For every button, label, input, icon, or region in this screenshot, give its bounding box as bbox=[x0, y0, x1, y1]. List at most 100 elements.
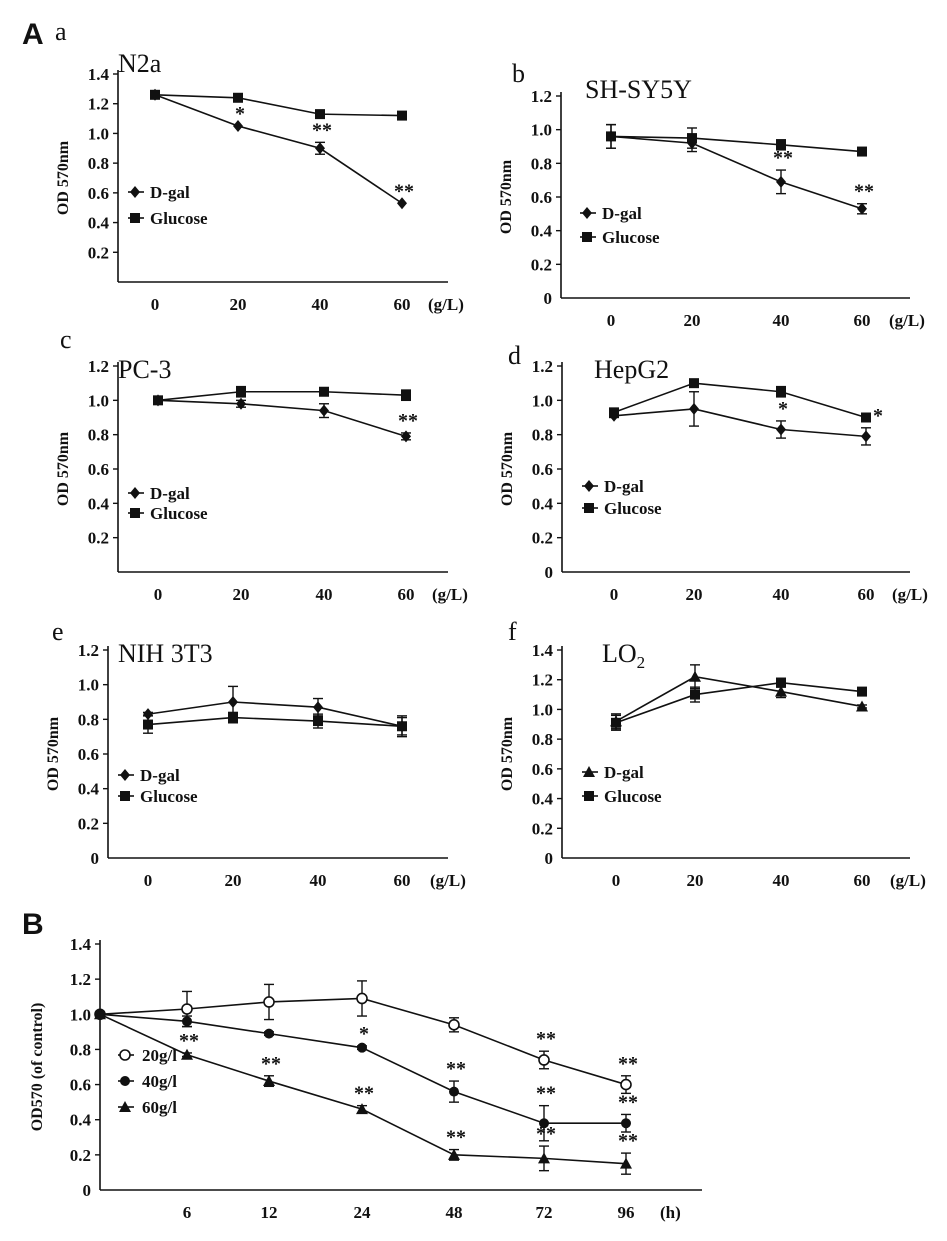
series-D-gal: ** bbox=[609, 391, 883, 446]
y-tick-label: 0.8 bbox=[88, 154, 109, 173]
legend-label: Glucose bbox=[150, 209, 208, 228]
series-line bbox=[157, 399, 407, 438]
data-point bbox=[776, 139, 786, 150]
x-tick-label: 40 bbox=[773, 311, 790, 330]
series-Glucose bbox=[606, 123, 867, 157]
legend-entry: D-gal bbox=[128, 484, 190, 503]
data-point bbox=[689, 670, 701, 682]
significance-label: ** bbox=[312, 119, 332, 141]
significance-label: ** bbox=[398, 410, 418, 432]
series-line bbox=[613, 408, 867, 438]
panel-title: LO2 bbox=[602, 639, 645, 672]
legend-marker bbox=[582, 232, 592, 242]
y-axis-label: OD 570nm bbox=[499, 431, 516, 506]
y-tick-label: 0.6 bbox=[88, 184, 109, 203]
data-point bbox=[315, 109, 325, 120]
data-point bbox=[856, 700, 868, 712]
legend-label: Glucose bbox=[604, 787, 662, 806]
data-point bbox=[687, 133, 697, 144]
data-point bbox=[143, 719, 153, 730]
data-point bbox=[356, 992, 368, 1005]
y-tick-label: 0.8 bbox=[531, 154, 552, 173]
data-point bbox=[776, 423, 786, 436]
y-axis-label: OD 570nm bbox=[499, 716, 516, 791]
y-tick-label: 0.8 bbox=[88, 426, 109, 445]
data-point bbox=[538, 1152, 550, 1164]
y-tick-label: 0.8 bbox=[78, 710, 99, 729]
x-tick-label: 24 bbox=[354, 1203, 372, 1222]
data-point bbox=[606, 131, 616, 142]
panel-letter: c bbox=[60, 325, 72, 354]
legend-marker bbox=[584, 480, 594, 492]
legend-label: Glucose bbox=[140, 787, 198, 806]
data-point bbox=[181, 1048, 193, 1060]
legend-entry: 40g/l bbox=[118, 1072, 177, 1091]
y-tick-label: 1.4 bbox=[88, 65, 110, 84]
significance-label: ** bbox=[536, 1028, 556, 1050]
y-axis-label: OD570 (of control) bbox=[29, 1003, 46, 1132]
data-point bbox=[228, 712, 238, 723]
legend-marker bbox=[583, 766, 595, 777]
chart-panel-b: 0 0.2 0.4 0.6 0.8 1.0 1.2 0 20 40 60 (g/L) OD 570nm b… bbox=[498, 59, 925, 330]
figure-label-B: B bbox=[22, 908, 44, 941]
legend-entry: D-gal bbox=[580, 204, 642, 223]
y-tick-label: 1.2 bbox=[78, 641, 99, 660]
y-tick-label: 1.2 bbox=[532, 671, 553, 690]
y-tick-label: 1.0 bbox=[88, 124, 109, 143]
y-tick-label: 0.2 bbox=[532, 529, 553, 548]
x-tick-label: 40 bbox=[316, 585, 333, 604]
legend-entry: D-gal bbox=[128, 183, 190, 202]
x-unit-label: (h) bbox=[660, 1203, 681, 1222]
series-Glucose bbox=[611, 677, 867, 731]
legend-entry: 20g/l bbox=[118, 1046, 177, 1065]
data-point bbox=[153, 395, 163, 406]
data-point bbox=[319, 386, 329, 397]
y-tick-label: 0.2 bbox=[78, 814, 99, 833]
x-tick-label: 0 bbox=[151, 295, 160, 314]
series-Glucose bbox=[153, 385, 411, 406]
data-point bbox=[94, 1008, 106, 1020]
data-point bbox=[620, 1157, 632, 1169]
data-point bbox=[313, 701, 323, 714]
panel-title-subscript: 2 bbox=[637, 653, 646, 672]
legend-entry: Glucose bbox=[580, 228, 660, 247]
legend-marker bbox=[130, 508, 140, 518]
legend-label: D-gal bbox=[150, 183, 190, 202]
x-tick-label: 60 bbox=[394, 871, 411, 890]
x-tick-label: 60 bbox=[854, 311, 871, 330]
data-point bbox=[233, 92, 243, 103]
data-point bbox=[689, 402, 699, 415]
significance-label: ** bbox=[354, 1083, 374, 1105]
data-point bbox=[236, 397, 246, 410]
data-point bbox=[776, 175, 786, 188]
series-line bbox=[157, 390, 407, 402]
data-point bbox=[620, 1078, 632, 1091]
data-point bbox=[236, 386, 246, 397]
legend-entry: Glucose bbox=[128, 209, 208, 228]
data-point bbox=[621, 1118, 631, 1129]
legend-marker bbox=[120, 791, 130, 801]
series-Glucose bbox=[143, 711, 407, 736]
series-D-gal bbox=[610, 664, 868, 730]
y-tick-label: 1.2 bbox=[88, 95, 109, 114]
x-unit-label: (g/L) bbox=[892, 585, 928, 604]
data-point bbox=[449, 1086, 459, 1097]
data-point bbox=[609, 407, 619, 418]
x-tick-label: 20 bbox=[684, 311, 701, 330]
data-point bbox=[857, 146, 867, 157]
significance-label: ** bbox=[261, 1053, 281, 1075]
data-point bbox=[857, 202, 867, 215]
data-point bbox=[150, 89, 160, 100]
legend-entry: D-gal bbox=[118, 766, 180, 785]
legend-label: D-gal bbox=[602, 204, 642, 223]
data-point bbox=[357, 1042, 367, 1053]
chart-panel-d: 0 0.2 0.4 0.6 0.8 1.0 1.2 0 20 40 60 (g/L) OD 570nm d… bbox=[499, 341, 928, 604]
y-tick-label: 0.6 bbox=[78, 745, 99, 764]
y-tick-label: 0 bbox=[83, 1181, 92, 1200]
x-tick-label: 20 bbox=[225, 871, 242, 890]
data-point bbox=[228, 696, 238, 708]
significance-label: * bbox=[359, 1023, 369, 1045]
data-point bbox=[611, 717, 621, 728]
data-point bbox=[319, 404, 329, 417]
